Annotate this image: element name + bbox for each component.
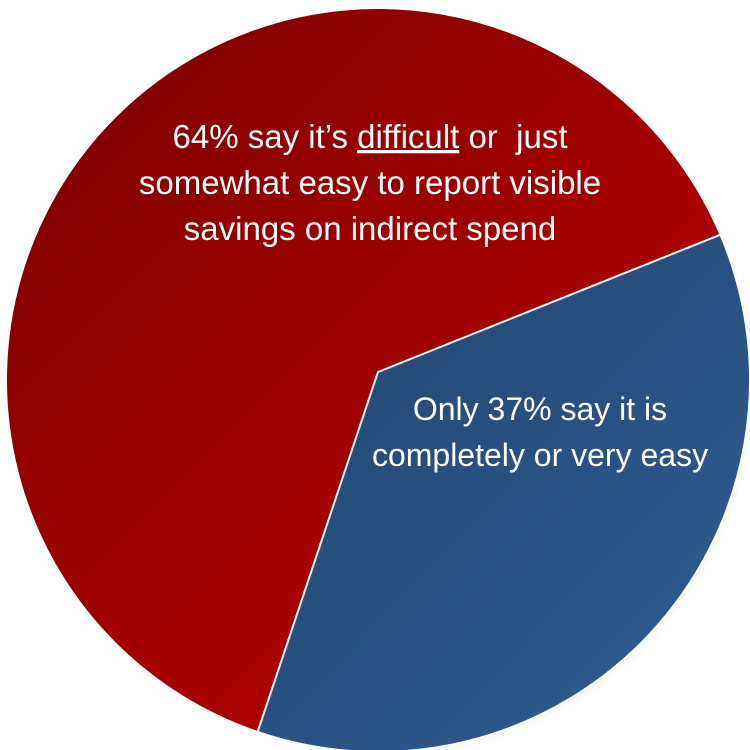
pie-labels: 64% say it’s difficult or just somewhat e… xyxy=(139,118,708,473)
pie-slice-easy xyxy=(256,233,750,750)
slice-label-line: savings on indirect spend xyxy=(184,210,556,247)
slice-label-line: somewhat easy to report visible xyxy=(139,164,601,201)
slice-label-line: Only 37% say it is xyxy=(413,391,667,427)
slice-label-segment: Only 37% say it is xyxy=(413,391,667,427)
slice-label-difficult: 64% say it’s difficult or just somewhat e… xyxy=(139,118,601,247)
slice-label-line: 64% say it’s difficult or just xyxy=(173,118,568,155)
pie-slice-difficult xyxy=(5,7,722,734)
slice-label-line: completely or very easy xyxy=(372,437,708,473)
slice-label-segment: somewhat easy to report visible xyxy=(139,164,601,201)
slice-label-easy: Only 37% say it is completely or very eas… xyxy=(372,391,708,473)
slice-label-segment: completely or very easy xyxy=(372,437,708,473)
slice-label-segment: difficult xyxy=(357,118,459,155)
slice-label-segment: savings on indirect spend xyxy=(184,210,556,247)
pie-slices xyxy=(5,7,750,750)
slice-label-segment: 64% say it’s xyxy=(173,118,358,155)
slice-label-segment: or just xyxy=(459,118,567,155)
